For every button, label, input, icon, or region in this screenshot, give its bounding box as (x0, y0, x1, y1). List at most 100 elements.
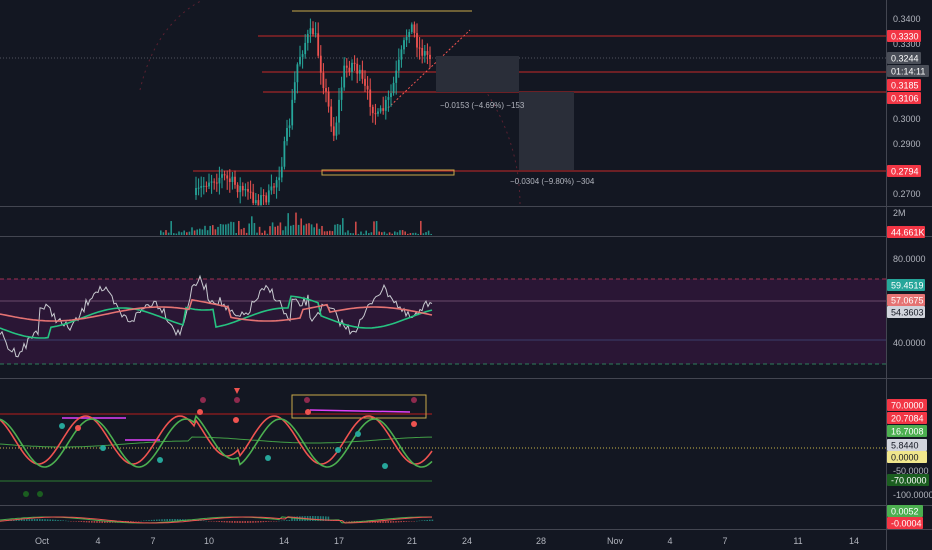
macd-histogram-bar (215, 521, 218, 522)
macd-pane[interactable] (0, 516, 434, 524)
svg-text:0.3330: 0.3330 (891, 32, 919, 42)
rsi-band (0, 279, 886, 364)
osc-badge: -70.0000 (887, 474, 929, 486)
macd-histogram-bar (153, 519, 155, 521)
volume-bar (188, 231, 191, 235)
macd-histogram-bar (319, 516, 322, 521)
macd-histogram-bar (75, 521, 77, 522)
osc-signal-dot (75, 425, 81, 431)
macd-histogram-bar (395, 521, 397, 523)
candle-body (345, 65, 348, 68)
rsi-pane[interactable]: 80.0000 40.0000 (0, 254, 926, 365)
candle-body (296, 64, 299, 83)
price-pane[interactable]: −0.0153 (−4.69%) −153 −0.0304 (−9.80%) −… (0, 0, 921, 207)
volume-bar (339, 224, 341, 235)
candle-body (231, 176, 234, 183)
macd-histogram-bar (23, 519, 25, 521)
macd-histogram-bar (169, 519, 171, 521)
macd-histogram-bar (145, 520, 148, 521)
macd-histogram-bar (322, 516, 324, 521)
macd-histogram-bar (431, 519, 434, 521)
time-axis[interactable]: Oct 4 7 10 14 17 21 24 28 Nov 4 7 11 14 (35, 536, 859, 546)
macd-histogram-bar (327, 516, 330, 521)
candle-body (270, 186, 273, 191)
candle-body (208, 182, 210, 187)
volume-bar (303, 225, 305, 235)
macd-histogram-bar (314, 516, 317, 521)
candle-body (257, 200, 260, 206)
macd-histogram-bar (231, 521, 233, 523)
volume-bar (401, 230, 404, 235)
macd-histogram-bar (345, 521, 348, 522)
candle-body (400, 49, 403, 60)
osc-marker-dot (200, 397, 206, 403)
macd-histogram-bar (325, 516, 327, 521)
volume-bar (193, 230, 196, 235)
osc-tick: -50.0000 (893, 466, 929, 476)
macd-histogram-bar (239, 521, 241, 523)
macd-histogram-bar (20, 519, 23, 521)
osc-badge: 0.0000 (887, 451, 927, 463)
macd-histogram-bar (234, 521, 236, 523)
volume-bar (230, 221, 232, 235)
macd-histogram-bar (348, 521, 350, 522)
volume-bar (258, 226, 261, 235)
volume-bar (162, 232, 165, 235)
macd-histogram-bar (176, 519, 179, 521)
candle-body (228, 178, 231, 183)
volume-bar (245, 232, 248, 235)
volume-bar (201, 229, 204, 235)
macd-histogram-bar (254, 521, 257, 523)
volume-bar (206, 230, 209, 235)
candle-body (247, 189, 249, 192)
volume-bar (199, 228, 201, 235)
macd-histogram-bar (397, 521, 400, 523)
candle-body (278, 177, 281, 181)
macd-histogram-bar (200, 520, 202, 521)
macd-histogram-bar (223, 521, 226, 523)
candle-body (202, 185, 205, 187)
macd-histogram-bar (226, 521, 228, 523)
volume-bar (178, 231, 180, 235)
volume-bar (368, 233, 370, 235)
oscillator-pane[interactable]: -50.0000 -100.0000 (0, 388, 932, 500)
candle-body (332, 126, 335, 136)
macd-histogram-bar (39, 519, 41, 521)
rsi-badge: 59.4519 (887, 279, 925, 291)
time-label: Oct (35, 536, 50, 546)
osc-tick: -100.0000 (893, 490, 932, 500)
candle-body (413, 24, 416, 34)
candle-body (426, 51, 429, 55)
volume-pane[interactable]: 2M (160, 208, 906, 235)
macd-histogram-bar (252, 521, 254, 523)
macd-histogram-bar (80, 521, 83, 522)
macd-histogram-bar (52, 519, 54, 521)
volume-bar (222, 224, 224, 235)
macd-histogram-bar (270, 521, 272, 522)
volume-bar (282, 230, 284, 235)
volume-bar (196, 229, 198, 235)
osc-badge: 70.0000 (887, 399, 927, 411)
volume-bar (209, 225, 211, 235)
candle-body (200, 186, 203, 188)
macd-histogram-bar (137, 521, 140, 522)
macd-histogram-bar (265, 521, 267, 522)
macd-histogram-bar (83, 521, 85, 523)
candle-body (397, 59, 400, 71)
price-tick: 0.3000 (893, 114, 921, 124)
svg-text:44.661K: 44.661K (891, 228, 925, 238)
volume-bar (227, 223, 230, 235)
price-badge: 0.2794 (887, 165, 921, 177)
macd-histogram-bar (127, 521, 129, 522)
candle-body (267, 190, 270, 203)
candle-body (221, 174, 223, 178)
volume-bar (370, 232, 373, 235)
macd-histogram-bar (163, 519, 166, 521)
candle-body (387, 97, 390, 100)
macd-histogram-bar (70, 521, 72, 522)
candle-body (374, 113, 377, 115)
osc-signal-dot (411, 421, 417, 427)
candle-body (205, 185, 208, 187)
candle-body (288, 125, 291, 129)
